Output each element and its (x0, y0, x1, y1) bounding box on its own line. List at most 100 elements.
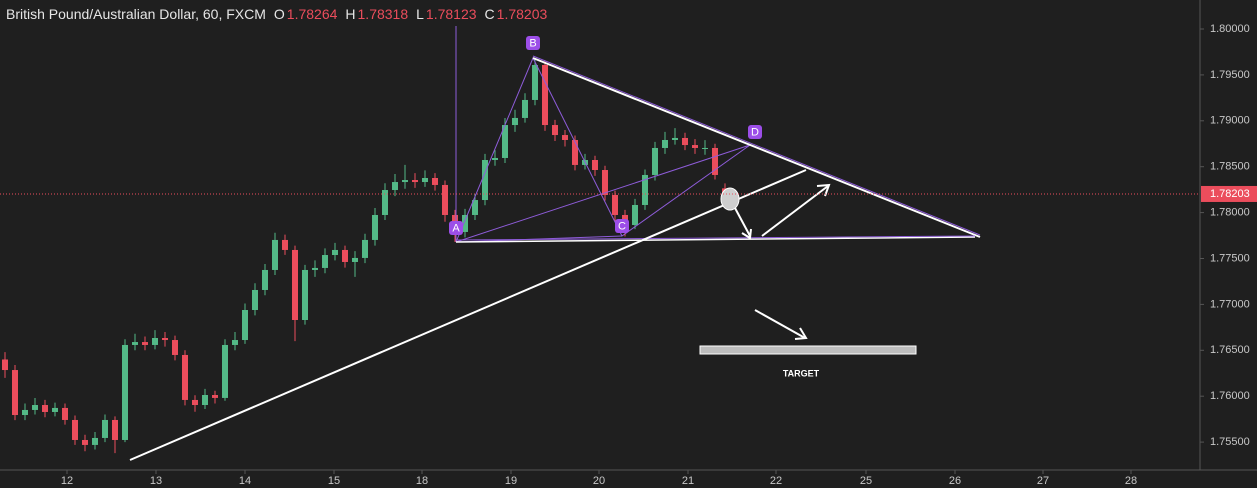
support-line (455, 235, 976, 241)
candle-body (2, 359, 8, 371)
support-line (455, 236, 976, 243)
candle-body (632, 204, 638, 225)
candle-body (482, 160, 488, 201)
candle-body (642, 174, 648, 205)
candle-body (472, 200, 478, 215)
candle-body (282, 239, 288, 250)
candle-body (492, 157, 498, 161)
candle-body (552, 125, 558, 136)
legend-value: 1.78123 (425, 6, 477, 22)
candle-body (302, 269, 308, 321)
candle-body (522, 99, 528, 118)
last-price-label: 1.78203 (1210, 188, 1250, 200)
y-tick-label: 1.76000 (1210, 390, 1250, 402)
pattern-label: B (529, 37, 536, 49)
candle-body (52, 407, 58, 412)
marker (720, 187, 740, 211)
candle-body (172, 340, 178, 355)
candle-body (652, 147, 658, 175)
candle-body (392, 182, 398, 191)
last-price-box (1201, 185, 1257, 202)
candle-body (122, 344, 128, 440)
candle-body (62, 407, 68, 420)
candle-body (692, 145, 698, 148)
marks (2, 58, 728, 454)
candle-body (562, 135, 568, 140)
y-tick-label: 1.75500 (1210, 436, 1250, 448)
legend-value: 1.78203 (496, 6, 548, 22)
candle-body (362, 239, 368, 258)
legend-value: 1.78318 (357, 6, 409, 22)
candle-body (352, 257, 358, 262)
candle-body (702, 147, 708, 149)
candle-body (262, 269, 268, 290)
candle-body (142, 342, 148, 345)
resistance-line (532, 55, 981, 236)
candle-body (442, 184, 448, 215)
candle-body (192, 399, 198, 406)
label-box (615, 219, 629, 233)
target-label: TARGET (783, 368, 820, 378)
candle-body (212, 395, 218, 398)
x-tick-label: 18 (416, 475, 428, 487)
candle-body (322, 255, 328, 268)
label-box (449, 221, 463, 235)
candle-body (402, 180, 408, 183)
candle-body (532, 64, 538, 100)
pattern-label: D (751, 126, 759, 138)
candle-body (82, 439, 88, 445)
candle-body (372, 214, 378, 240)
candle-body (332, 249, 338, 256)
y-tick-label: 1.78500 (1210, 161, 1250, 173)
y-tick-label: 1.78000 (1210, 207, 1250, 219)
candle-body (382, 190, 388, 215)
target-box (699, 345, 917, 355)
candle-body (662, 139, 668, 148)
y-tick-label: 1.77500 (1210, 252, 1250, 264)
candle-body (162, 337, 168, 341)
chart-title: British Pound/Australian Dollar, 60, FXC… (6, 6, 266, 22)
legend-key: H (345, 6, 356, 22)
x-tick-label: 13 (150, 475, 162, 487)
label-box (526, 36, 540, 50)
y-tick-label: 1.76500 (1210, 344, 1250, 356)
pattern-labels: A B C D TARGET (449, 36, 820, 378)
candle-body (602, 170, 608, 195)
candle-body (342, 249, 348, 262)
candle-body (232, 340, 238, 345)
label-box (748, 125, 762, 139)
y-tick-label: 1.79000 (1210, 115, 1250, 127)
x-tick-label: 20 (593, 475, 605, 487)
candle-body (12, 370, 18, 416)
candle-body (242, 309, 248, 341)
candle-body (132, 342, 138, 345)
legend-key: L (416, 6, 424, 22)
x-tick-label: 14 (239, 475, 251, 487)
candle-body (712, 147, 718, 175)
y-tick-label: 1.80000 (1210, 23, 1250, 35)
arrows (734, 183, 831, 340)
legend-value: 1.78264 (286, 6, 338, 22)
candle-body (32, 405, 38, 410)
candle-body (202, 395, 208, 406)
candle-body (72, 419, 78, 440)
x-tick-label: 22 (770, 475, 782, 487)
y-tick-label: 1.77000 (1210, 298, 1250, 310)
header: British Pound/Australian Dollar, 60, FXC… (6, 6, 547, 22)
trend-line (129, 169, 807, 461)
candle-body (272, 239, 278, 270)
x-tick-label: 26 (949, 475, 961, 487)
pattern-label: A (452, 222, 460, 234)
drawings (129, 26, 981, 461)
candle-body (152, 337, 158, 345)
candle-body (312, 267, 318, 270)
y-tick-label: 1.79500 (1210, 69, 1250, 81)
candle-body (112, 419, 118, 440)
candle-body (612, 194, 618, 215)
x-tick-label: 25 (860, 475, 872, 487)
legend-key: C (484, 6, 495, 22)
candle-body (252, 289, 258, 310)
